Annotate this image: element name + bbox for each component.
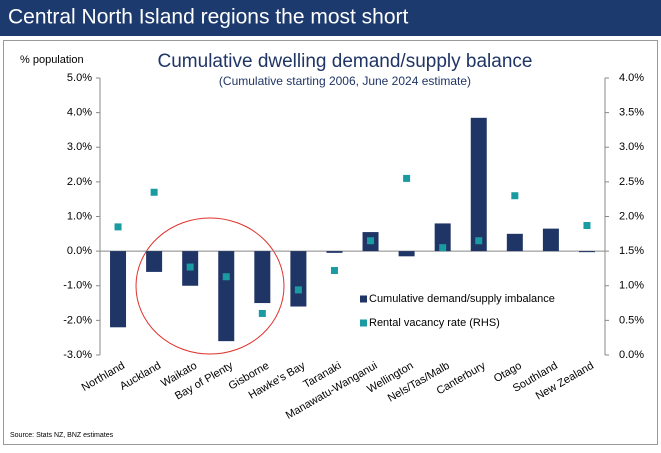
bar [542, 228, 559, 252]
x-tick-label: Auckland [118, 360, 163, 393]
header-bar [0, 0, 661, 36]
y-tick-label: 4.0% [67, 107, 92, 119]
y2-tick-label: 1.0% [619, 280, 644, 292]
y2-tick-label: 4.0% [619, 72, 644, 84]
bar [470, 117, 487, 252]
bar [110, 251, 127, 328]
x-tick-label: Northland [80, 360, 127, 394]
marker [330, 267, 338, 275]
marker [222, 273, 230, 281]
bar [146, 251, 163, 272]
y2-tick-label: 2.5% [619, 176, 644, 188]
bar [578, 251, 595, 253]
chart-title: Cumulative dwelling demand/supply balanc… [158, 51, 533, 72]
y-tick-label: -2.0% [63, 314, 92, 326]
marker [583, 222, 591, 230]
source-note: Source: Stats NZ, BNZ estimates [10, 432, 114, 439]
y2-tick-label: 0.0% [619, 349, 644, 361]
bar [218, 251, 235, 342]
legend-label: Rental vacancy rate (RHS) [369, 317, 500, 329]
marker [475, 237, 483, 245]
bar [434, 223, 451, 252]
bar [326, 251, 343, 253]
header-title: Central North Island regions the most sh… [8, 6, 409, 29]
legend-label: Cumulative demand/supply imbalance [369, 293, 555, 305]
y-axis-label: % population [20, 54, 84, 66]
bar [506, 233, 523, 252]
y2-tick-label: 3.0% [619, 141, 644, 153]
highlight-ellipse [135, 217, 285, 355]
chart-border [3, 40, 658, 445]
legend-swatch [360, 295, 367, 303]
y2-tick-label: 2.0% [619, 210, 644, 222]
bar [290, 251, 307, 307]
y2-tick-label: 0.5% [619, 314, 644, 326]
bar [398, 251, 415, 257]
y-tick-label: 0.0% [67, 245, 92, 257]
marker [367, 237, 375, 245]
marker [511, 192, 519, 200]
y2-tick-label: 3.5% [619, 107, 644, 119]
y-tick-label: 3.0% [67, 141, 92, 153]
y-tick-label: 2.0% [67, 176, 92, 188]
y2-tick-label: 1.5% [619, 245, 644, 257]
marker [439, 244, 447, 252]
marker [258, 309, 266, 317]
y-tick-label: -1.0% [63, 280, 92, 292]
y-tick-label: 5.0% [67, 72, 92, 84]
legend-swatch [360, 319, 367, 327]
bar [254, 251, 271, 304]
y-tick-label: -3.0% [63, 349, 92, 361]
chart-subtitle: (Cumulative starting 2006, June 2024 est… [219, 74, 471, 88]
marker [403, 174, 411, 182]
marker [294, 286, 302, 294]
marker [114, 223, 122, 231]
marker [186, 263, 194, 271]
marker [150, 188, 158, 196]
y-tick-label: 1.0% [67, 210, 92, 222]
